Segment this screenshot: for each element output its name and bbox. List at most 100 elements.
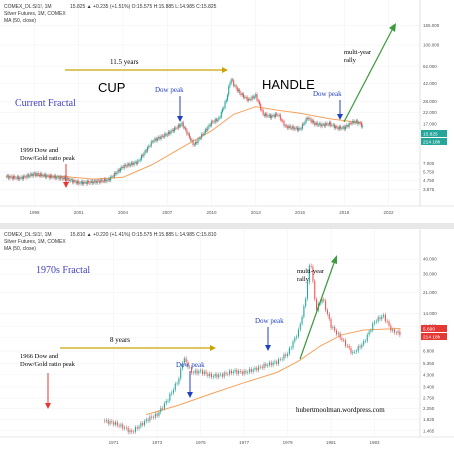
candle-body <box>324 124 326 127</box>
candle-body <box>340 126 342 129</box>
candle-body <box>226 95 229 101</box>
candle-body <box>104 178 106 182</box>
candle-body <box>349 123 351 124</box>
candle-body <box>245 370 247 373</box>
candle-body <box>43 174 45 176</box>
candle-body <box>102 181 104 182</box>
fractal-label: Current Fractal <box>15 98 76 109</box>
candle-body <box>70 179 72 181</box>
countdown-text: 214 18h <box>423 335 441 341</box>
candle-body <box>333 124 335 129</box>
candle-body <box>196 370 198 374</box>
candle-body <box>181 362 184 369</box>
candle-body <box>161 135 163 137</box>
candle-body <box>30 173 32 176</box>
candle-body <box>359 346 361 348</box>
candle-body <box>204 129 206 134</box>
candle-body <box>372 323 374 331</box>
candle-body <box>166 134 168 136</box>
candle-body <box>310 265 312 267</box>
y-tick-label: 2.250 <box>423 406 435 411</box>
candle-body <box>306 118 308 120</box>
candle-body <box>230 79 232 84</box>
candle-body <box>22 176 24 180</box>
x-tick-label: 1977 <box>239 440 250 445</box>
candle-body <box>209 373 211 376</box>
candle-body <box>25 176 27 178</box>
candle-body <box>251 96 253 100</box>
candle-body <box>143 153 145 157</box>
candle-body <box>257 100 259 102</box>
candle-body <box>187 133 189 135</box>
candle-body <box>260 104 262 110</box>
candle-body <box>152 417 155 418</box>
candle-body <box>357 120 359 124</box>
candle-body <box>308 265 310 283</box>
candle-body <box>142 155 144 157</box>
candle-body <box>239 370 242 372</box>
candle-body <box>100 179 102 183</box>
candle-body <box>298 128 300 131</box>
candle-body <box>290 127 292 129</box>
ratio-peak-arrowhead <box>63 182 69 188</box>
candle-body <box>334 327 336 331</box>
candle-body <box>92 182 95 184</box>
candle-body <box>383 314 385 317</box>
candle-body <box>299 323 301 330</box>
candle-body <box>96 180 98 184</box>
candle-body <box>238 370 240 374</box>
candle-body <box>323 299 325 301</box>
candle-body <box>335 330 338 335</box>
dow-peak-arrowhead-1 <box>177 116 183 122</box>
candle-body <box>235 85 237 88</box>
candle-body <box>151 416 153 418</box>
candle-body <box>352 351 354 353</box>
candle-body <box>17 176 20 180</box>
candle-body <box>341 128 343 130</box>
ma-50-line <box>146 328 401 416</box>
candle-body <box>301 316 303 324</box>
candle-body <box>328 314 330 320</box>
candle-body <box>277 115 279 116</box>
x-tick-label: 1971 <box>109 440 120 445</box>
candle-body <box>270 362 272 366</box>
candle-body <box>13 176 15 179</box>
candle-body <box>135 162 138 164</box>
rally-label-line1: multi-year <box>344 49 372 56</box>
y-tick-label: 3.875 <box>423 187 435 192</box>
candle-body <box>21 176 23 180</box>
candle-body <box>167 400 169 402</box>
candle-body <box>149 416 151 421</box>
candle-body <box>191 140 193 141</box>
candle-body <box>191 367 193 373</box>
last-price-text: 15.825 <box>423 132 438 138</box>
candle-body <box>219 117 221 118</box>
dow-peak-arrowhead-2 <box>265 345 271 351</box>
candle-body <box>148 145 150 148</box>
ohlc-readout: 15.810 ▲ +0.220 (+1.41%) O:15.575 H:15.8… <box>70 232 217 238</box>
candle-body <box>274 361 276 363</box>
candle-body <box>6 175 9 177</box>
candle-body <box>300 128 302 130</box>
candle-body <box>8 175 10 179</box>
candle-body <box>178 378 180 384</box>
candle-body <box>156 138 158 141</box>
chart-panel-1970s-fractal: 1971 1973 1975 1977 1979 1981 1983 1.465 1.825 2… <box>0 229 454 450</box>
candle-body <box>285 125 288 127</box>
candle-body <box>314 281 316 300</box>
dow-peak-arrowhead-1 <box>187 392 193 398</box>
fractal-label: 1970s Fractal <box>36 265 90 276</box>
candle-body <box>124 164 127 166</box>
candle-body <box>127 163 129 167</box>
candle-body <box>122 166 124 169</box>
candle-body <box>106 180 108 182</box>
candle-body <box>277 359 280 364</box>
candle-body <box>183 358 185 363</box>
dow-peak-label-1: Dow peak <box>176 361 205 369</box>
candle-body <box>242 93 245 98</box>
candle-body <box>81 181 83 185</box>
candle-body <box>240 93 242 96</box>
candle-body <box>132 162 134 166</box>
candle-body <box>328 122 331 125</box>
candle-body <box>317 124 319 126</box>
